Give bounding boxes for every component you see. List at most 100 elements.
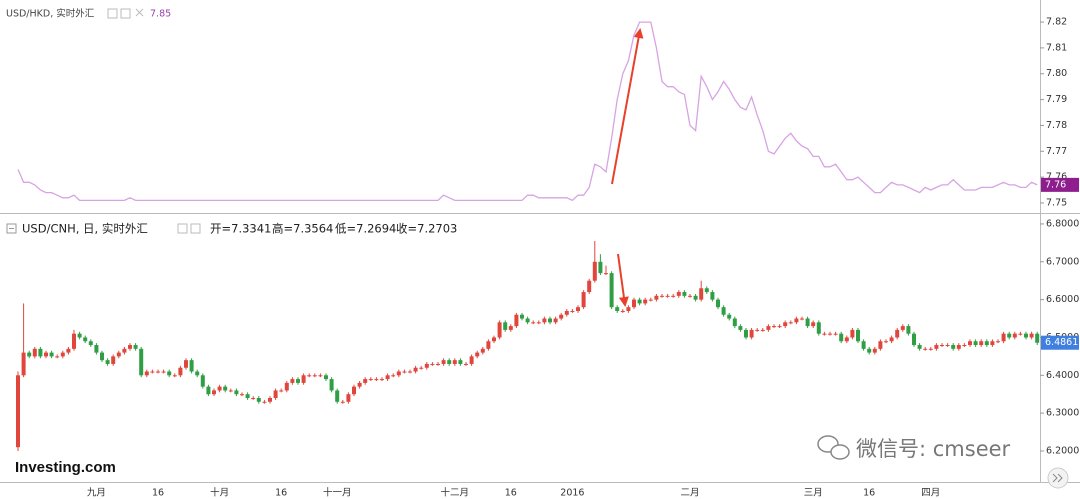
header-value: 7.85 <box>150 9 171 20</box>
candle-body <box>559 314 564 319</box>
candle-body <box>536 322 541 324</box>
x-tick-label: 十一月 <box>323 487 352 499</box>
candle-body <box>872 348 877 353</box>
candle-body <box>1029 333 1034 338</box>
candle-body <box>620 310 625 312</box>
candle-body <box>352 386 356 395</box>
candle-body <box>284 382 289 391</box>
candle-body <box>16 375 20 448</box>
candle-body <box>727 314 732 319</box>
candle-body <box>329 379 334 391</box>
candle-body <box>732 318 737 327</box>
collapse-icon[interactable] <box>6 223 17 234</box>
candle-body <box>55 356 60 358</box>
x-tick-label: 16 <box>275 488 287 499</box>
candle-body <box>228 390 233 392</box>
candle-body <box>828 333 832 335</box>
candle-body <box>100 352 104 361</box>
candle-body <box>660 295 664 297</box>
x-tick-label: 二月 <box>680 488 699 499</box>
candle-body <box>357 382 362 387</box>
candle-body <box>38 348 43 357</box>
candle-body <box>805 318 810 327</box>
y-tick-label: 7.82 <box>1046 17 1067 28</box>
watermark: 微信号: cmseer <box>856 437 1011 461</box>
ohlc-value: 收=7.2703 <box>396 222 457 236</box>
candle-body <box>928 348 933 350</box>
candle-body <box>60 352 65 357</box>
candle-body <box>693 295 698 300</box>
candle-body <box>839 333 844 342</box>
candle-body <box>301 375 306 383</box>
candle-body <box>984 341 989 346</box>
candle-body <box>363 379 368 383</box>
candle-body <box>665 295 670 297</box>
candle-body <box>749 329 754 338</box>
candle-body <box>475 352 480 357</box>
y-tick-label: 6.2000 <box>1046 445 1079 456</box>
candle-body <box>458 360 463 364</box>
candle-body <box>167 371 172 376</box>
price-label-box <box>1041 335 1079 350</box>
candle-body <box>934 345 939 349</box>
candle-body <box>189 360 194 372</box>
candle-body <box>688 295 692 297</box>
candle-body <box>324 375 328 380</box>
y-tick-label: 6.4000 <box>1046 370 1079 381</box>
y-tick-label: 7.76 <box>1046 172 1067 183</box>
candle-body <box>419 367 424 369</box>
candle-body <box>525 318 530 323</box>
candle-body <box>962 345 967 347</box>
candle-body <box>1001 333 1006 342</box>
ohlc-value: 高=7.3564 <box>272 222 333 236</box>
icon <box>120 8 131 19</box>
x-tick-label: 16 <box>152 488 164 499</box>
candle-body <box>956 345 961 349</box>
candle-body <box>83 337 88 342</box>
candle-body <box>144 371 149 376</box>
candle-body <box>452 360 457 364</box>
scroll-button[interactable] <box>1047 467 1069 489</box>
candle-body <box>895 329 900 338</box>
y-tick-label: 7.75 <box>1046 197 1067 208</box>
candle-body <box>72 333 76 349</box>
candle-body <box>1035 333 1040 343</box>
candle-body <box>772 326 776 328</box>
candle-body <box>312 375 317 377</box>
candle-body <box>609 273 614 308</box>
candle-body <box>480 348 485 353</box>
candle-body <box>1012 333 1017 338</box>
candle-body <box>643 299 648 304</box>
candle-body <box>576 307 580 311</box>
candle-body <box>816 322 821 334</box>
y-tick-label: 7.81 <box>1046 42 1067 53</box>
panel-title: USD/CNH, 日, 实时外汇 <box>22 222 148 236</box>
candle-body <box>447 360 452 364</box>
candle-body <box>598 261 603 274</box>
candle-body <box>861 341 866 349</box>
arrow <box>617 253 629 307</box>
candle-body <box>32 348 37 357</box>
candle-body <box>968 341 972 346</box>
candle-body <box>111 356 116 364</box>
candle-body <box>66 348 71 353</box>
candle-body <box>755 329 760 331</box>
candle-body <box>1024 333 1028 338</box>
candle-body <box>122 348 127 353</box>
candle-body <box>441 360 446 364</box>
candle-body <box>240 394 244 396</box>
candle-body <box>346 394 351 402</box>
candle-body <box>245 394 250 398</box>
candle-body <box>296 379 300 383</box>
candle-body <box>508 326 513 330</box>
candle-body <box>626 307 631 311</box>
candle-body <box>721 307 726 315</box>
candle-body <box>385 375 390 380</box>
candle-body <box>632 299 636 308</box>
candle-body <box>738 326 743 330</box>
candle-body <box>486 341 491 349</box>
candle-body <box>671 295 676 297</box>
candle-body <box>710 292 715 300</box>
